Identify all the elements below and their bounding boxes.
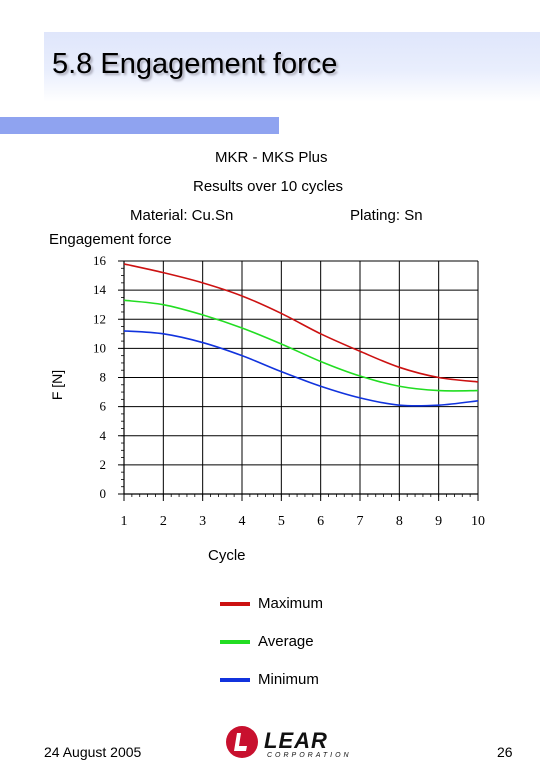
- y-tick-label-10: 10: [93, 340, 106, 355]
- plating-label: Plating: Sn: [350, 207, 423, 224]
- page-number: 26: [497, 744, 513, 760]
- y-tick-label-2: 2: [100, 457, 107, 472]
- x-axis-label: Cycle: [208, 547, 246, 564]
- legend-swatch-average: [220, 640, 250, 644]
- x-tick-label-10: 10: [471, 514, 485, 529]
- x-tick-label-5: 5: [278, 514, 285, 529]
- x-tick-label-2: 2: [160, 514, 167, 529]
- legend-label-maximum: Maximum: [258, 595, 324, 612]
- series-line-average: [123, 299, 479, 392]
- x-tick-label-7: 7: [357, 514, 364, 529]
- y-tick-label-6: 6: [100, 399, 107, 414]
- y-tick-label-8: 8: [100, 370, 107, 385]
- chart-title: Engagement force: [49, 231, 172, 248]
- series-line-maximum: [123, 263, 479, 383]
- logo-subtitle: CORPORATION: [267, 752, 352, 759]
- title-band: [44, 32, 540, 102]
- logo-wordmark: LEAR: [264, 728, 328, 753]
- y-axis-label: F [N]: [49, 370, 65, 400]
- legend-swatch-maximum: [220, 602, 250, 606]
- legend-swatch-minimum: [220, 678, 250, 682]
- chart-ticks: [118, 260, 479, 501]
- series-line-minimum: [123, 330, 479, 407]
- legend-label-average: Average: [258, 633, 314, 650]
- slide-title: 5.8 Engagement force: [52, 48, 338, 80]
- y-tick-label-14: 14: [93, 282, 107, 297]
- chart-series: [123, 263, 479, 407]
- y-tick-label-12: 12: [93, 311, 106, 326]
- product-label: MKR - MKS Plus: [215, 149, 328, 166]
- legend-label-minimum: Minimum: [258, 671, 319, 688]
- y-tick-label-4: 4: [100, 428, 107, 443]
- x-tick-label-8: 8: [396, 514, 403, 529]
- x-tick-label-9: 9: [435, 514, 442, 529]
- chart-grid: [124, 260, 479, 494]
- lear-logo: LEAR CORPORATION: [224, 724, 354, 764]
- footer-date: 24 August 2005: [44, 744, 142, 760]
- x-tick-label-3: 3: [199, 514, 206, 529]
- y-tick-label-16: 16: [93, 253, 107, 268]
- x-tick-label-4: 4: [239, 514, 246, 529]
- title-accent-bar: [0, 117, 279, 134]
- lear-logo-icon: [226, 726, 258, 758]
- y-tick-label-0: 0: [100, 486, 107, 501]
- material-label: Material: Cu.Sn: [130, 207, 234, 224]
- results-label: Results over 10 cycles: [193, 178, 344, 195]
- x-tick-label-1: 1: [121, 514, 128, 529]
- x-tick-label-6: 6: [317, 514, 324, 529]
